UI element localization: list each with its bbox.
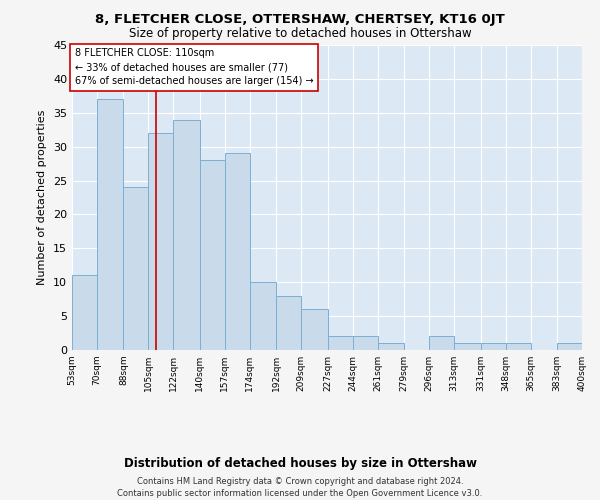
Bar xyxy=(72,276,97,350)
Bar xyxy=(124,188,148,350)
Text: Distribution of detached houses by size in Ottershaw: Distribution of detached houses by size … xyxy=(124,458,476,470)
Bar xyxy=(225,154,250,350)
Bar xyxy=(378,343,404,350)
Bar xyxy=(481,343,506,350)
Bar xyxy=(276,296,301,350)
Text: Contains HM Land Registry data © Crown copyright and database right 2024.
Contai: Contains HM Land Registry data © Crown c… xyxy=(118,476,482,498)
Text: 8 FLETCHER CLOSE: 110sqm
← 33% of detached houses are smaller (77)
67% of semi-d: 8 FLETCHER CLOSE: 110sqm ← 33% of detach… xyxy=(75,48,314,86)
Bar xyxy=(429,336,454,350)
Bar xyxy=(97,99,124,350)
Bar xyxy=(506,343,530,350)
Text: Size of property relative to detached houses in Ottershaw: Size of property relative to detached ho… xyxy=(128,28,472,40)
Y-axis label: Number of detached properties: Number of detached properties xyxy=(37,110,47,285)
Bar xyxy=(200,160,225,350)
Bar xyxy=(328,336,353,350)
Bar xyxy=(148,133,173,350)
Bar xyxy=(250,282,276,350)
Text: 8, FLETCHER CLOSE, OTTERSHAW, CHERTSEY, KT16 0JT: 8, FLETCHER CLOSE, OTTERSHAW, CHERTSEY, … xyxy=(95,12,505,26)
Bar xyxy=(557,343,582,350)
Bar xyxy=(454,343,481,350)
Bar xyxy=(173,120,200,350)
Bar xyxy=(353,336,378,350)
Bar xyxy=(301,310,328,350)
